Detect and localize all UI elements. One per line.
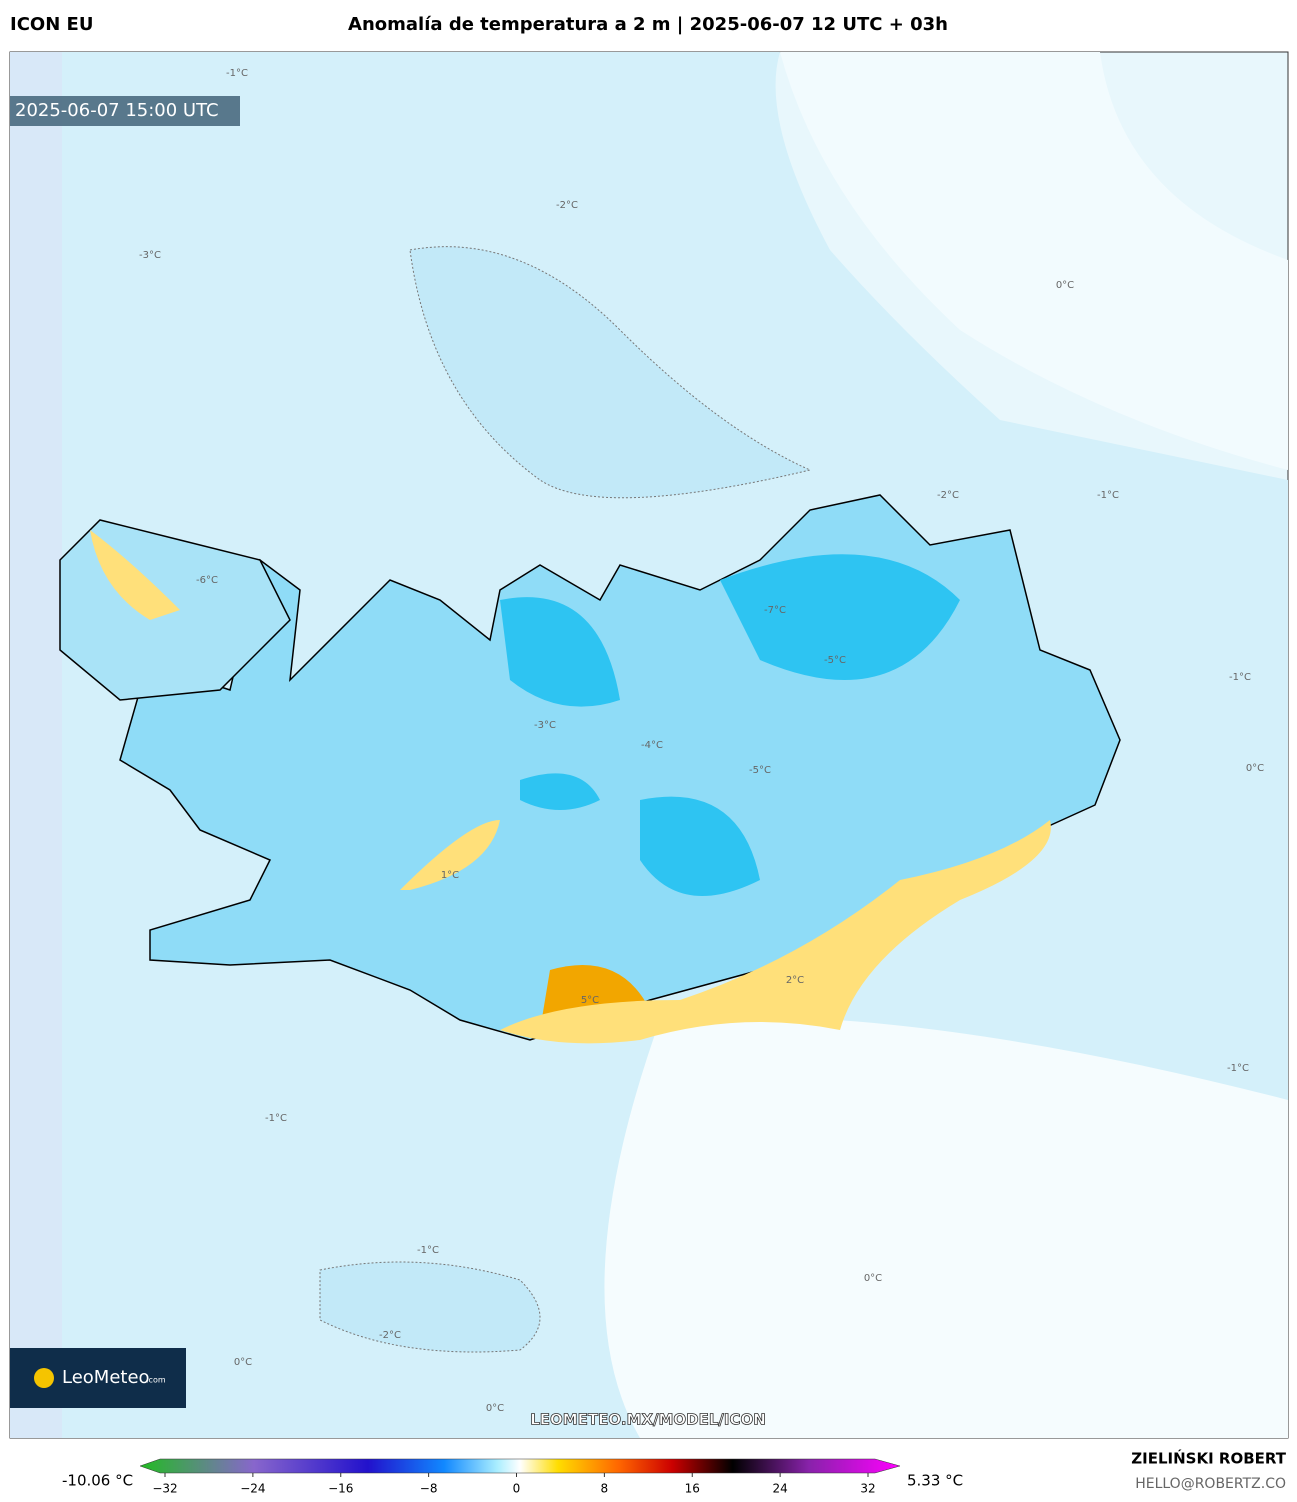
contour-label: -5°C <box>824 655 846 666</box>
cold-area <box>500 554 960 896</box>
contour-label: 0°C <box>486 1403 504 1414</box>
contour-label: -4°C <box>641 740 663 751</box>
timestamp: 2025-06-07 15:00 UTC <box>15 100 219 121</box>
edge-strip <box>10 52 62 1438</box>
contour-label: -1°C <box>1229 672 1251 683</box>
sea-anomaly <box>409 246 812 499</box>
contour-label: -3°C <box>534 720 556 731</box>
colorbar-tick-label: −32 <box>152 1482 177 1496</box>
contour-label: -1°C <box>417 1245 439 1256</box>
colorbar-tick-label: 32 <box>860 1482 875 1496</box>
contour-label: 1°C <box>441 870 459 881</box>
model-name: ICON EU <box>10 14 93 35</box>
contour-label: -6°C <box>196 575 218 586</box>
contour-labels: -1°C -2°C -3°C 0°C -1°C -2°C -7°C -5°C -6°C -4°C -… <box>139 68 1264 1414</box>
colorbar-tick-label: 16 <box>685 1482 700 1496</box>
colorbar-tick-label: 0 <box>513 1482 521 1496</box>
contour-label: -1°C <box>265 1113 287 1124</box>
contour-label: -1°C <box>1097 490 1119 501</box>
logo: LeoMeteo <box>62 1367 150 1388</box>
contour-label: -3°C <box>139 250 161 261</box>
author: ZIELIŃSKI ROBERT <box>1131 1449 1286 1468</box>
contour-label: 0°C <box>1056 280 1074 291</box>
contour-label: -5°C <box>749 765 771 776</box>
contour-label: -2°C <box>379 1330 401 1341</box>
logo-sun <box>34 1368 54 1388</box>
colorbar-max: 5.33 °C <box>907 1472 963 1490</box>
colorbar: -10.06 °C 5.33 °C −32 −24 −16 −8 0 8 16 24 32 <box>62 1458 963 1496</box>
colorbar-bar <box>139 1458 901 1474</box>
email: HELLO@ROBERTZ.CO <box>1135 1476 1286 1492</box>
contour-label: -2°C <box>556 200 578 211</box>
contour-label: 0°C <box>234 1357 252 1368</box>
contour-label: -2°C <box>937 490 959 501</box>
contour-label: -7°C <box>764 605 786 616</box>
contour-label: 2°C <box>786 975 804 986</box>
logo-suffix: .com <box>146 1376 166 1385</box>
colorbar-tick-label: 8 <box>601 1482 609 1496</box>
contour-label: 0°C <box>864 1273 882 1284</box>
sea-anomaly <box>604 1016 1288 1438</box>
colorbar-tick-label: −16 <box>328 1482 353 1496</box>
warm-area <box>90 530 500 890</box>
sea-anomaly <box>319 1261 541 1353</box>
timestamp-box <box>10 96 240 126</box>
colorbar-tick-label: −24 <box>240 1482 265 1496</box>
colorbar-tick-label: 24 <box>772 1482 787 1496</box>
colorbar-min: -10.06 °C <box>62 1472 133 1490</box>
colorbar-tick-label: −8 <box>420 1482 438 1496</box>
warm-area <box>500 820 1051 1044</box>
map-title: Anomalía de temperatura a 2 m | 2025-06-… <box>348 14 948 35</box>
contour-label: 0°C <box>1246 763 1264 774</box>
map: 2025-06-07 15:00 UTC LeoMeteo .com LEOME… <box>9 51 1289 1439</box>
sea-anomaly <box>780 52 1288 470</box>
contour-label: -1°C <box>1227 1063 1249 1074</box>
contour-label: -1°C <box>226 68 248 79</box>
contour-label: 5°C <box>581 995 599 1006</box>
source-url: LEOMETEO.MX/MODEL/ICON <box>530 1411 766 1429</box>
